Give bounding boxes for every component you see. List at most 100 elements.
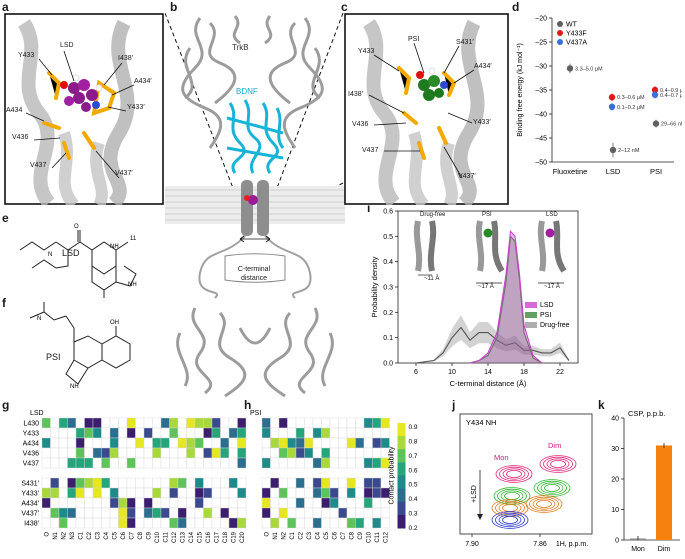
h-colorbar-segment xyxy=(397,501,406,516)
g-cell xyxy=(152,427,162,439)
g-cell xyxy=(143,427,153,439)
h-cell xyxy=(312,477,322,489)
h-cell xyxy=(295,517,305,529)
g-cell xyxy=(41,447,51,459)
g-cell xyxy=(220,437,230,449)
a-label-v437: V437 xyxy=(30,162,47,169)
h-cell xyxy=(380,517,390,529)
d-ytick-label: –45 xyxy=(535,136,547,143)
h-cell xyxy=(363,517,373,529)
g-cell xyxy=(101,517,111,529)
h-cell xyxy=(329,507,339,519)
g-cell xyxy=(211,437,221,449)
g-cell xyxy=(152,457,162,469)
panel-label-a: a xyxy=(2,0,9,14)
g-cell xyxy=(143,497,153,509)
g-cell xyxy=(118,437,128,449)
i-ytick-label: 0.3 xyxy=(383,285,393,292)
g-cell xyxy=(118,517,128,529)
d-xtick-label: PSI xyxy=(650,167,662,176)
g-cell xyxy=(237,497,247,509)
h-cell xyxy=(261,447,271,459)
h-cell xyxy=(372,437,382,449)
g-cell xyxy=(203,487,213,499)
g-col-label: C19 xyxy=(231,531,237,543)
gh-row-label: V437′ xyxy=(21,511,39,518)
j-peak-contour xyxy=(533,479,571,497)
g-col-label: C12 xyxy=(172,531,178,543)
j-peak-contour xyxy=(493,487,531,505)
g-cell xyxy=(135,457,145,469)
g-col-label: C11 xyxy=(163,531,169,542)
g-cell xyxy=(194,457,204,469)
panel-a-structure xyxy=(4,13,164,205)
i-series-fill xyxy=(470,231,542,363)
g-cell xyxy=(75,507,85,519)
g-cell xyxy=(152,447,162,459)
j-arrow-label: +LSD xyxy=(471,485,478,503)
g-cell xyxy=(92,447,102,459)
g-cell xyxy=(118,417,128,429)
g-col-label: O xyxy=(44,532,50,537)
g-cell xyxy=(118,447,128,459)
h-cell xyxy=(287,457,297,469)
h-cell xyxy=(312,507,322,519)
h-cell xyxy=(295,487,305,499)
h-cell xyxy=(321,497,331,509)
svg-text:N: N xyxy=(37,316,41,322)
g-col-label: C8 xyxy=(138,531,144,539)
h-cell xyxy=(355,517,365,529)
g-cell xyxy=(143,417,153,429)
g-cell xyxy=(50,437,60,449)
g-cell xyxy=(160,457,170,469)
h-cell xyxy=(312,417,322,429)
i-xlabel: C-terminal distance (Å) xyxy=(450,379,527,388)
g-cell xyxy=(75,487,85,499)
g-cell xyxy=(203,477,213,489)
h-cell xyxy=(295,447,305,459)
g-cell xyxy=(152,437,162,449)
h-cell xyxy=(261,417,271,429)
g-cell xyxy=(237,427,247,439)
h-col-label: C7 xyxy=(341,531,347,539)
g-cell xyxy=(169,427,179,439)
g-cell xyxy=(228,507,238,519)
g-cell xyxy=(84,457,94,469)
h-cell xyxy=(372,497,382,509)
g-cell xyxy=(135,477,145,489)
g-cell xyxy=(84,437,94,449)
h-cell xyxy=(312,497,322,509)
g-cell xyxy=(203,437,213,449)
gh-row-label: A434′ xyxy=(21,501,39,508)
g-cell xyxy=(84,517,94,529)
g-cell xyxy=(109,437,119,449)
g-cell xyxy=(58,497,68,509)
g-cell xyxy=(58,487,68,499)
h-cell xyxy=(329,497,339,509)
i-xtick-label: 18 xyxy=(520,369,528,376)
g-cell xyxy=(237,457,247,469)
g-cell xyxy=(143,507,153,519)
g-cell xyxy=(220,507,230,519)
h-cell xyxy=(363,417,373,429)
svg-text:OH: OH xyxy=(110,320,119,326)
g-cell xyxy=(135,497,145,509)
i-series-line-lsd xyxy=(469,230,543,364)
g-cell xyxy=(160,437,170,449)
h-cell xyxy=(278,447,288,459)
panel-label-k: k xyxy=(598,398,605,412)
h-col-label: N1 xyxy=(273,531,279,539)
g-cell xyxy=(41,417,51,429)
i-xtick-label: 6 xyxy=(414,369,418,376)
h-cell xyxy=(380,417,390,429)
h-cell xyxy=(355,487,365,499)
h-col-label: C1 xyxy=(290,531,296,539)
g-cell xyxy=(58,457,68,469)
g-cell xyxy=(58,427,68,439)
g-cell xyxy=(75,477,85,489)
panel-label-g: g xyxy=(2,398,10,412)
h-cell xyxy=(355,437,365,449)
g-cell xyxy=(143,457,153,469)
a-label-i438p: I438′ xyxy=(118,55,133,62)
h-cell xyxy=(363,427,373,439)
